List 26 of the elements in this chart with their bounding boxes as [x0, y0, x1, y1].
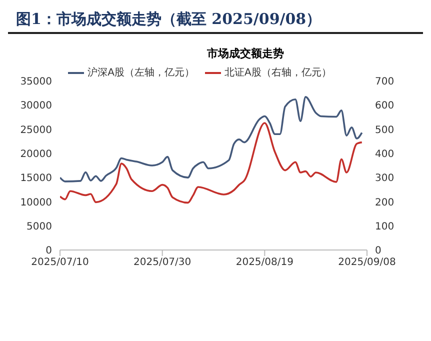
x-tick-label: 2025/07/10 [31, 257, 89, 268]
y-tick-label: 0 [46, 246, 52, 257]
chart-subtitle: 市场成交额走势 [206, 46, 285, 61]
y-tick-label: 15000 [20, 173, 52, 184]
y2-tick-label: 300 [375, 173, 394, 184]
y-tick-label: 5000 [26, 221, 52, 232]
y-tick-label: 25000 [20, 124, 52, 136]
y2-tick-label: 500 [375, 124, 394, 136]
y-tick-label: 20000 [20, 148, 52, 160]
line-series [60, 96, 363, 182]
chart-title: 图1：市场成交额走势（截至 2025/09/08） [8, 8, 423, 34]
y-tick-label: 35000 [20, 76, 52, 88]
y2-tick-label: 100 [375, 221, 394, 232]
line-series [60, 122, 363, 204]
y-tick-label: 30000 [20, 100, 52, 112]
y2-tick-label: 0 [375, 246, 382, 257]
x-tick-label: 2025/07/30 [134, 257, 192, 268]
legend-label: 北证A股（右轴，亿元） [224, 68, 332, 79]
x-tick-label: 2025/08/19 [236, 257, 294, 268]
y2-tick-label: 200 [375, 197, 394, 208]
y2-tick-label: 600 [375, 100, 394, 112]
y-tick-label: 10000 [20, 197, 52, 208]
x-tick-label: 2025/09/08 [338, 257, 396, 268]
y2-tick-label: 700 [375, 76, 394, 88]
legend-label: 沪深A股（左轴，亿元） [88, 68, 194, 79]
y2-tick-label: 400 [375, 148, 394, 160]
